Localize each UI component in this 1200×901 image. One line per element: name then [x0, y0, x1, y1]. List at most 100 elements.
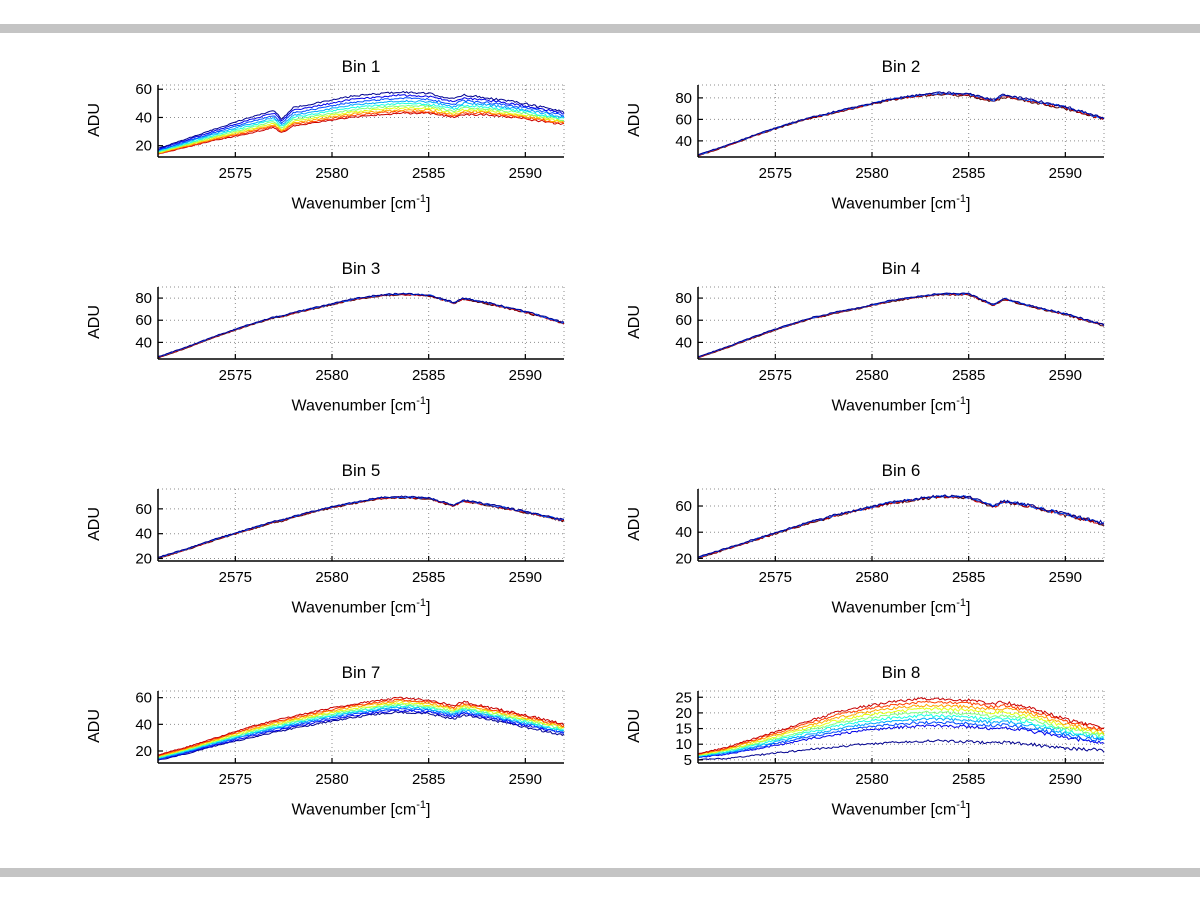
y-tick-label: 15	[675, 721, 692, 738]
y-tick-label: 40	[675, 133, 692, 150]
y-tick-label: 10	[675, 736, 692, 753]
spectrum-line	[697, 495, 1105, 559]
x-axis-label: Wavenumber [cm-1]	[831, 193, 971, 213]
spectrum-line	[157, 106, 565, 153]
x-tick-label: 2580	[315, 569, 348, 586]
subplot-title: Bin 2	[881, 57, 921, 76]
spectrum-line	[697, 700, 1105, 755]
x-tick-label: 2580	[315, 771, 348, 788]
x-tick-label: 2575	[759, 367, 792, 384]
subplot-bin-3: Bin 3 ADU 40 60 80 2575 2580 2585 2590 Wavenum…	[84, 256, 576, 418]
x-tick-label: 2585	[412, 165, 445, 182]
spectrum-line	[157, 707, 565, 760]
plot-svg: 40 60 80 2575 2580 2585 2590	[135, 286, 565, 384]
y-tick-label: 20	[135, 138, 152, 155]
plot-area: 20 40 60 2575 2580 2585 2590	[106, 686, 576, 792]
spectrum-line	[697, 494, 1105, 558]
x-tick-label: 2585	[952, 165, 985, 182]
spectrum-line	[157, 293, 565, 358]
y-axis-label: ADU	[86, 103, 103, 137]
x-axis-label: Wavenumber [cm-1]	[291, 395, 431, 415]
y-tick-label: 25	[675, 689, 692, 706]
spectrum-line	[697, 710, 1105, 757]
x-tick-label: 2575	[219, 165, 252, 182]
plot-svg: 40 60 80 2575 2580 2585 2590	[675, 84, 1105, 182]
x-tick-label: 2590	[1049, 165, 1082, 182]
spectrum-line	[697, 707, 1105, 756]
y-axis-label: ADU	[626, 507, 643, 541]
y-tick-label: 60	[135, 312, 152, 329]
y-tick-label: 20	[675, 705, 692, 722]
window-border-bottom	[0, 868, 1200, 877]
spectrum-line	[157, 292, 565, 358]
spectrum-line	[157, 99, 565, 152]
y-tick-label: 20	[675, 550, 692, 567]
y-tick-label: 40	[675, 334, 692, 351]
y-tick-label: 20	[135, 551, 152, 568]
spectrum-line	[697, 495, 1105, 560]
y-tick-label: 40	[675, 524, 692, 541]
x-tick-label: 2575	[759, 569, 792, 586]
plot-svg: 20 40 60 2575 2580 2585 2590	[135, 690, 565, 788]
plot-area: 5 10 15 20 25 2575 2580 2585 2590	[646, 686, 1116, 792]
spectrum-line	[157, 495, 565, 558]
figure-canvas: Bin 1 ADU 20 40 60 2575 2580 2585 2590 Wavenum…	[0, 36, 1116, 822]
subplot-title: Bin 4	[881, 259, 921, 278]
spectrum-line	[697, 717, 1105, 758]
subplot-bin-1: Bin 1 ADU 20 40 60 2575 2580 2585 2590 Wavenum…	[84, 54, 576, 216]
subplot-title: Bin 3	[341, 259, 381, 278]
spectrum-line	[157, 699, 565, 757]
y-axis-label: ADU	[626, 103, 643, 137]
spectrum-line	[698, 720, 1105, 758]
y-axis-label: ADU	[626, 709, 643, 743]
x-tick-label: 2585	[952, 367, 985, 384]
spectrum-line	[157, 704, 565, 759]
spectrum-line	[157, 710, 565, 761]
x-tick-label: 2590	[1049, 771, 1082, 788]
plot-svg: 40 60 80 2575 2580 2585 2590	[675, 286, 1105, 384]
spectrum-line	[157, 706, 565, 759]
x-tick-label: 2590	[1049, 569, 1082, 586]
x-tick-label: 2585	[952, 771, 985, 788]
y-axis-label: ADU	[86, 507, 103, 541]
plot-area: 40 60 80 2575 2580 2585 2590	[646, 80, 1116, 186]
spectrum-line	[697, 703, 1105, 756]
spectrum-line	[697, 494, 1105, 559]
x-tick-label: 2585	[952, 569, 985, 586]
y-tick-label: 60	[675, 111, 692, 128]
y-tick-label: 5	[684, 752, 692, 769]
subplot-bin-7: Bin 7 ADU 20 40 60 2575 2580 2585 2590 Wavenum…	[84, 660, 576, 822]
x-tick-label: 2580	[855, 165, 888, 182]
subplot-bin-4: Bin 4 ADU 40 60 80 2575 2580 2585 2590 Wavenum…	[624, 256, 1116, 418]
x-tick-label: 2575	[219, 569, 252, 586]
subplot-bin-5: Bin 5 ADU 20 40 60 2575 2580 2585 2590 Wavenum…	[84, 458, 576, 620]
y-tick-label: 20	[135, 743, 152, 760]
plot-svg: 20 40 60 2575 2580 2585 2590	[135, 81, 565, 182]
spectrum-line	[157, 496, 565, 559]
spectrum-line	[697, 293, 1105, 358]
x-axis-label: Wavenumber [cm-1]	[291, 799, 431, 819]
y-tick-label: 60	[135, 501, 152, 518]
subplot-title: Bin 8	[881, 663, 921, 682]
x-axis-label: Wavenumber [cm-1]	[831, 395, 971, 415]
y-tick-label: 80	[675, 290, 692, 307]
plot-svg: 20 40 60 2575 2580 2585 2590	[675, 488, 1105, 586]
spectrum-line	[157, 102, 565, 152]
subplot-title: Bin 1	[341, 57, 381, 76]
window-border-top	[0, 24, 1200, 33]
x-axis-label: Wavenumber [cm-1]	[291, 193, 431, 213]
x-tick-label: 2575	[219, 771, 252, 788]
spectrum-line	[697, 713, 1105, 757]
x-axis-label: Wavenumber [cm-1]	[831, 597, 971, 617]
x-axis-label: Wavenumber [cm-1]	[291, 597, 431, 617]
plot-area: 40 60 80 2575 2580 2585 2590	[106, 282, 576, 388]
subplot-title: Bin 5	[341, 461, 381, 480]
spectrum-line	[697, 292, 1105, 358]
subplot-title: Bin 6	[881, 461, 921, 480]
plot-svg: 20 40 60 2575 2580 2585 2590	[135, 488, 565, 586]
x-tick-label: 2590	[509, 367, 542, 384]
spectrum-line	[157, 93, 565, 151]
x-tick-label: 2580	[315, 367, 348, 384]
x-tick-label: 2580	[855, 569, 888, 586]
